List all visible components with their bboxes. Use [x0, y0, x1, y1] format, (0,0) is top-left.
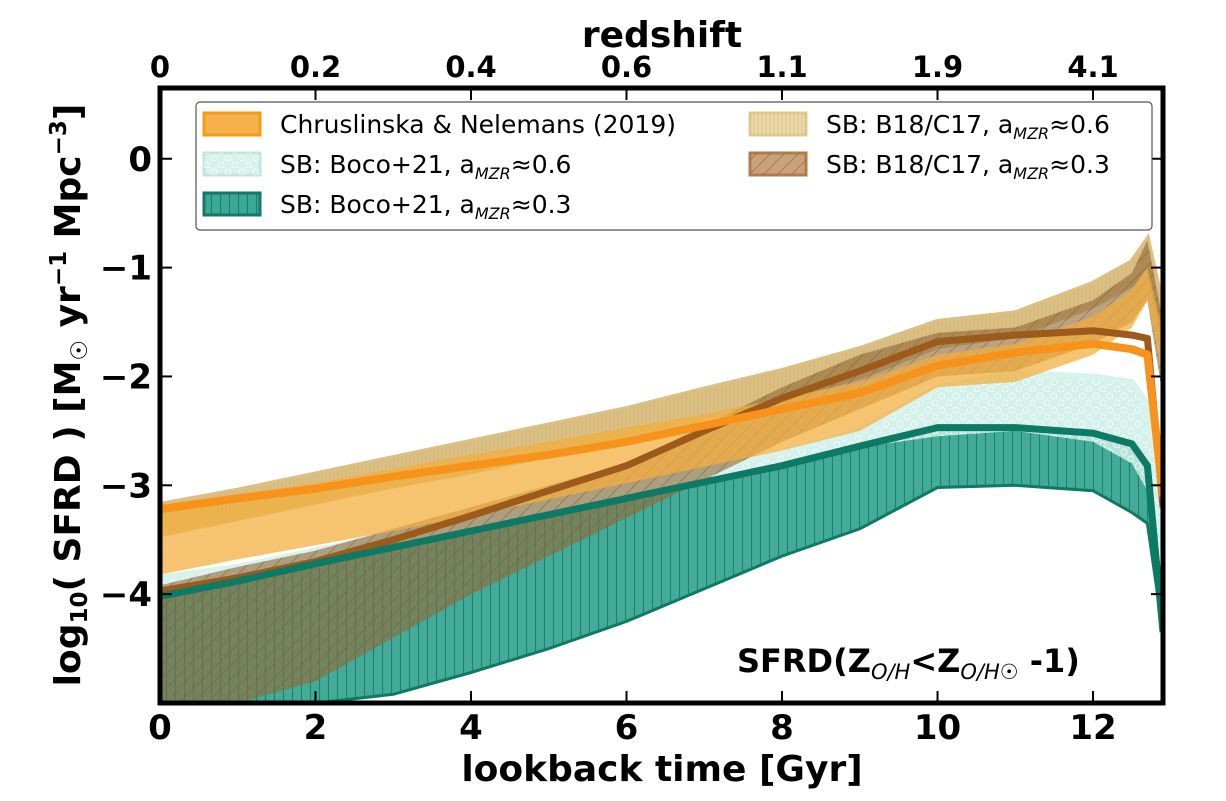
top-tick-label: 0.6 — [601, 50, 652, 84]
legend-label: Chruslinska & Nelemans (2019) — [280, 110, 676, 139]
x-tick-label: 10 — [914, 708, 961, 748]
top-tick-label: 0.2 — [290, 50, 341, 84]
x-tick-label: 4 — [459, 708, 483, 748]
x-tick-label: 8 — [770, 708, 794, 748]
legend-swatch-hatch — [204, 193, 260, 215]
plot-area — [160, 233, 1163, 703]
plot-frame — [157, 85, 1166, 706]
y-tick-label: −3 — [100, 466, 152, 506]
top-tick-label: 4.1 — [1067, 50, 1118, 84]
legend-swatch-hatch — [750, 113, 806, 135]
x-tick-label: 2 — [304, 708, 328, 748]
x-axis-ticks: 0 2 4 6 8 10 12 — [148, 88, 1117, 748]
y-axis-title: log10( SFRD ) [M☉ yr−1 Mpc−3] — [46, 104, 93, 687]
top-tick-label: 1.9 — [912, 50, 963, 84]
legend-swatch — [202, 111, 262, 137]
legend-swatch-hatch — [750, 153, 806, 175]
top-axis-title: redshift — [582, 15, 742, 56]
band-chruslinska — [160, 267, 1163, 575]
legend-label: SB: B18/C17, aMZR≈0.6 — [826, 110, 1110, 143]
x-tick-label: 12 — [1069, 708, 1116, 748]
line-boco-0.3-lower — [160, 483, 1163, 703]
band-b18-0.6-hatch — [160, 240, 1163, 535]
legend-box — [195, 101, 1153, 231]
line-boco-0.3-upper — [160, 424, 1163, 633]
annotation: SFRD(ZO/H<ZO/H☉ -1) — [737, 642, 1080, 684]
legend-label: SB: Boco+21, aMZR≈0.6 — [280, 150, 571, 183]
legend-label: SB: B18/C17, aMZR≈0.3 — [826, 150, 1110, 183]
top-tick-label: 0.4 — [445, 50, 496, 84]
legend-swatch-hatch — [204, 153, 260, 175]
y-tick-label: −4 — [100, 575, 152, 615]
y-tick-label: −1 — [100, 249, 152, 289]
line-chruslinska — [160, 339, 1163, 514]
top-axis-ticks: 0 0.2 0.4 0.6 1.1 1.9 4.1 — [150, 50, 1119, 84]
top-tick-label: 1.1 — [756, 50, 807, 84]
top-tick-label: 0 — [150, 50, 170, 84]
x-tick-label: 0 — [148, 708, 172, 748]
y-tick-label: −2 — [100, 357, 152, 397]
legend-label: SB: Boco+21, aMZR≈0.3 — [280, 190, 571, 223]
y-axis-ticks: 0 −1 −2 −3 −4 — [100, 140, 1163, 615]
y-tick-label: 0 — [128, 140, 152, 180]
band-boco-0.3-hatch — [160, 425, 1163, 703]
x-tick-label: 6 — [615, 708, 639, 748]
x-axis-title: lookback time [Gyr] — [461, 749, 862, 790]
legend: Chruslinska & Nelemans (2019) SB: B18/C17… — [195, 101, 1153, 231]
